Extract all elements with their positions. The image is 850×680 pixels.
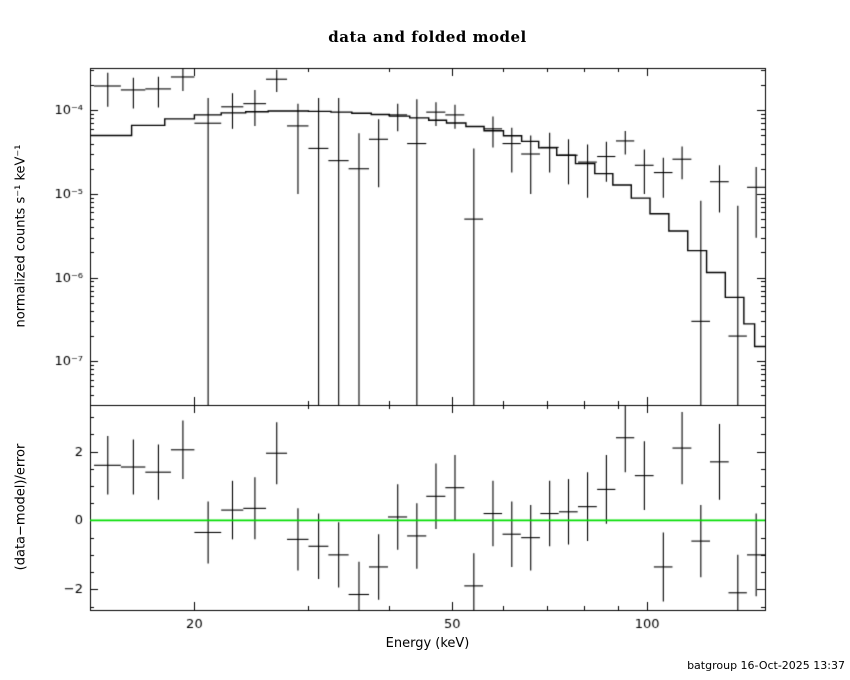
y-axis-label-top: normalized counts s⁻¹ keV⁻¹ (13, 144, 29, 328)
x-axis-label: Energy (keV) (385, 636, 470, 651)
timestamp-label: batgroup 16-Oct-2025 13:37 (687, 659, 845, 672)
y-axis-label-bottom: (data−model)/error (13, 443, 29, 571)
chart-title: data and folded model (328, 28, 527, 46)
